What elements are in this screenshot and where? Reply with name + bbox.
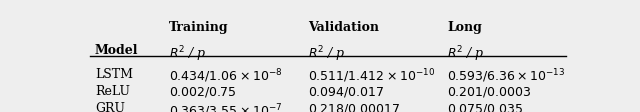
Text: $0.075 / 0.035$: $0.075 / 0.035$ xyxy=(447,101,524,112)
Text: Training: Training xyxy=(169,20,229,33)
Text: $0.218 / 0.00017$: $0.218 / 0.00017$ xyxy=(308,101,400,112)
Text: $0.363 / 3.55 \times 10^{-7}$: $0.363 / 3.55 \times 10^{-7}$ xyxy=(169,101,283,112)
Text: $R^2$ / p: $R^2$ / p xyxy=(308,44,346,63)
Text: $0.201 / 0.0003$: $0.201 / 0.0003$ xyxy=(447,84,531,98)
Text: $0.511 / 1.412 \times 10^{-10}$: $0.511 / 1.412 \times 10^{-10}$ xyxy=(308,67,435,84)
Text: LSTM: LSTM xyxy=(95,67,133,80)
Text: Model: Model xyxy=(95,44,138,57)
Text: $R^2$ / p: $R^2$ / p xyxy=(447,44,484,63)
Text: $0.002 / 0.75$: $0.002 / 0.75$ xyxy=(169,84,237,98)
Text: $R^2$ / p: $R^2$ / p xyxy=(169,44,207,63)
Text: Validation: Validation xyxy=(308,20,379,33)
Text: Long: Long xyxy=(447,20,482,33)
Text: GRU: GRU xyxy=(95,101,125,112)
Text: ReLU: ReLU xyxy=(95,84,130,97)
Text: $0.094 / 0.017$: $0.094 / 0.017$ xyxy=(308,84,385,98)
Text: $0.593 / 6.36 \times 10^{-13}$: $0.593 / 6.36 \times 10^{-13}$ xyxy=(447,67,565,84)
Text: $0.434 / 1.06 \times 10^{-8}$: $0.434 / 1.06 \times 10^{-8}$ xyxy=(169,67,283,84)
